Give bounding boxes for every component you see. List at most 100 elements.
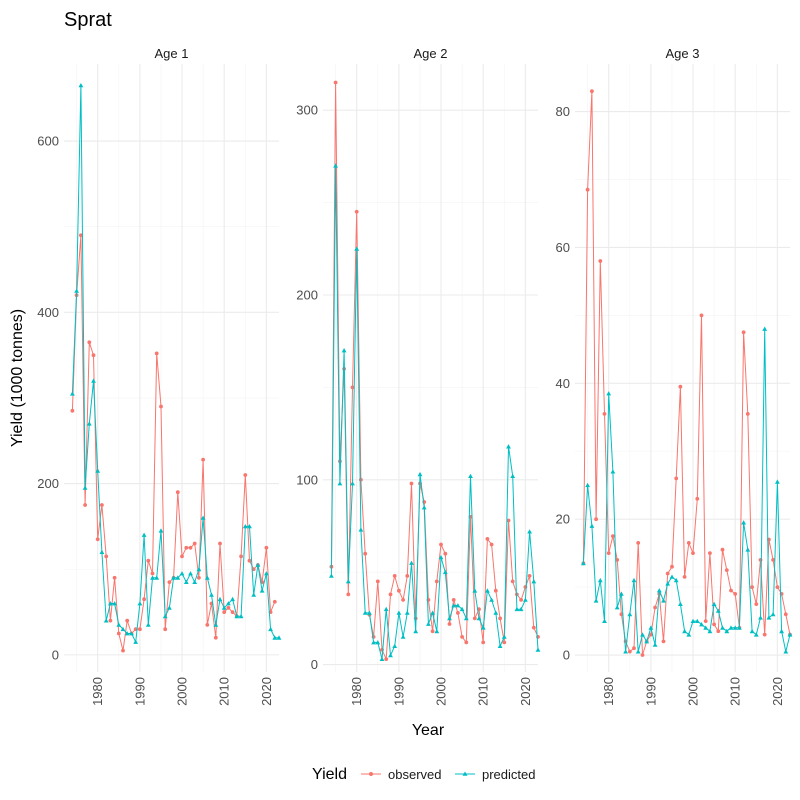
point-observed bbox=[606, 551, 611, 555]
point-observed bbox=[527, 574, 532, 578]
series-observed-age-1 bbox=[70, 233, 277, 653]
x-tick-label: 2020 bbox=[770, 677, 785, 706]
point-observed bbox=[70, 408, 75, 413]
point-predicted bbox=[238, 613, 244, 619]
legend-label-predicted: predicted bbox=[482, 767, 535, 782]
point-predicted bbox=[242, 524, 248, 529]
y-tick-label: 20 bbox=[556, 512, 570, 527]
point-observed bbox=[112, 575, 117, 580]
point-predicted bbox=[741, 520, 746, 525]
x-tick-label: 1990 bbox=[132, 677, 147, 706]
point-predicted bbox=[413, 628, 419, 634]
strip-label-age-1: Age 1 bbox=[155, 46, 189, 61]
point-observed bbox=[464, 640, 469, 645]
point-predicted bbox=[375, 640, 381, 645]
point-predicted bbox=[728, 625, 734, 630]
point-predicted bbox=[644, 639, 650, 644]
point-predicted bbox=[226, 601, 231, 606]
point-observed bbox=[443, 551, 448, 556]
point-observed bbox=[720, 547, 725, 552]
point-observed bbox=[724, 568, 729, 572]
point-predicted bbox=[779, 628, 784, 634]
point-predicted bbox=[610, 469, 616, 474]
point-observed bbox=[745, 412, 750, 416]
series-observed-age-3 bbox=[581, 89, 792, 657]
point-observed bbox=[159, 404, 163, 409]
point-predicted bbox=[447, 616, 452, 621]
point-observed bbox=[350, 385, 355, 390]
point-predicted bbox=[383, 606, 389, 612]
point-observed bbox=[460, 635, 464, 639]
point-predicted bbox=[523, 597, 528, 602]
point-predicted bbox=[472, 588, 478, 593]
point-predicted bbox=[95, 468, 101, 473]
x-tick-label: 1990 bbox=[391, 677, 406, 706]
point-predicted bbox=[699, 622, 704, 627]
point-predicted bbox=[192, 579, 198, 584]
point-predicted bbox=[468, 473, 473, 478]
point-predicted bbox=[171, 575, 176, 580]
point-predicted bbox=[648, 625, 654, 630]
point-observed bbox=[472, 616, 477, 621]
point-predicted bbox=[732, 625, 738, 630]
x-tick-label: 2000 bbox=[434, 677, 449, 706]
point-observed bbox=[388, 592, 393, 597]
point-predicted bbox=[442, 569, 448, 575]
point-predicted bbox=[783, 649, 789, 654]
point-predicted bbox=[745, 547, 751, 552]
point-predicted bbox=[137, 601, 143, 606]
panel-age-2: Age 2 0 100 200 300 1980 1990 2000 2010 2020 bbox=[296, 46, 541, 706]
point-predicted bbox=[350, 481, 355, 486]
chart-title: Sprat bbox=[64, 9, 112, 31]
point-observed bbox=[716, 629, 721, 634]
point-predicted bbox=[493, 610, 499, 615]
point-predicted bbox=[74, 288, 79, 293]
point-observed bbox=[346, 592, 351, 597]
point-predicted bbox=[268, 626, 273, 632]
x-tick-label: 2010 bbox=[217, 677, 232, 706]
point-predicted bbox=[690, 618, 696, 623]
point-predicted bbox=[371, 640, 376, 645]
point-predicted bbox=[770, 611, 776, 617]
legend: Yield observed predicted bbox=[312, 766, 535, 783]
point-observed bbox=[354, 209, 359, 214]
point-observed bbox=[510, 579, 515, 584]
point-predicted bbox=[129, 631, 134, 636]
point-predicted bbox=[426, 621, 431, 626]
point-predicted bbox=[158, 528, 164, 533]
point-observed bbox=[87, 340, 92, 345]
point-predicted bbox=[333, 163, 338, 168]
point-predicted bbox=[631, 577, 637, 583]
point-predicted bbox=[749, 628, 755, 634]
y-tick-label: 0 bbox=[311, 657, 318, 672]
point-predicted bbox=[593, 598, 599, 603]
point-predicted bbox=[392, 643, 398, 648]
panel-age-1: Age 1 0 200 400 600 1980 1990 2000 2010 2020 bbox=[37, 46, 282, 706]
point-predicted bbox=[421, 505, 427, 510]
y-tick-label: 0 bbox=[52, 647, 59, 662]
point-predicted bbox=[480, 625, 486, 630]
point-predicted bbox=[162, 613, 168, 619]
point-predicted bbox=[221, 605, 227, 610]
point-observed bbox=[95, 537, 100, 542]
point-predicted bbox=[606, 391, 612, 396]
point-predicted bbox=[724, 628, 730, 634]
point-observed bbox=[218, 541, 222, 546]
point-observed bbox=[184, 545, 189, 550]
x-tick-label: 2020 bbox=[518, 677, 533, 706]
strip-label-age-2: Age 2 bbox=[414, 46, 448, 61]
point-observed bbox=[116, 631, 121, 636]
series-observed-age-2 bbox=[329, 80, 540, 661]
y-tick-label: 80 bbox=[556, 104, 570, 119]
point-observed bbox=[456, 611, 460, 615]
point-observed bbox=[733, 592, 738, 596]
point-observed bbox=[392, 574, 397, 578]
point-predicted bbox=[329, 573, 334, 578]
point-predicted bbox=[720, 625, 725, 630]
point-observed bbox=[150, 571, 155, 576]
point-observed bbox=[762, 632, 767, 637]
point-predicted bbox=[737, 625, 742, 630]
point-predicted bbox=[635, 649, 641, 654]
point-predicted bbox=[485, 588, 490, 593]
